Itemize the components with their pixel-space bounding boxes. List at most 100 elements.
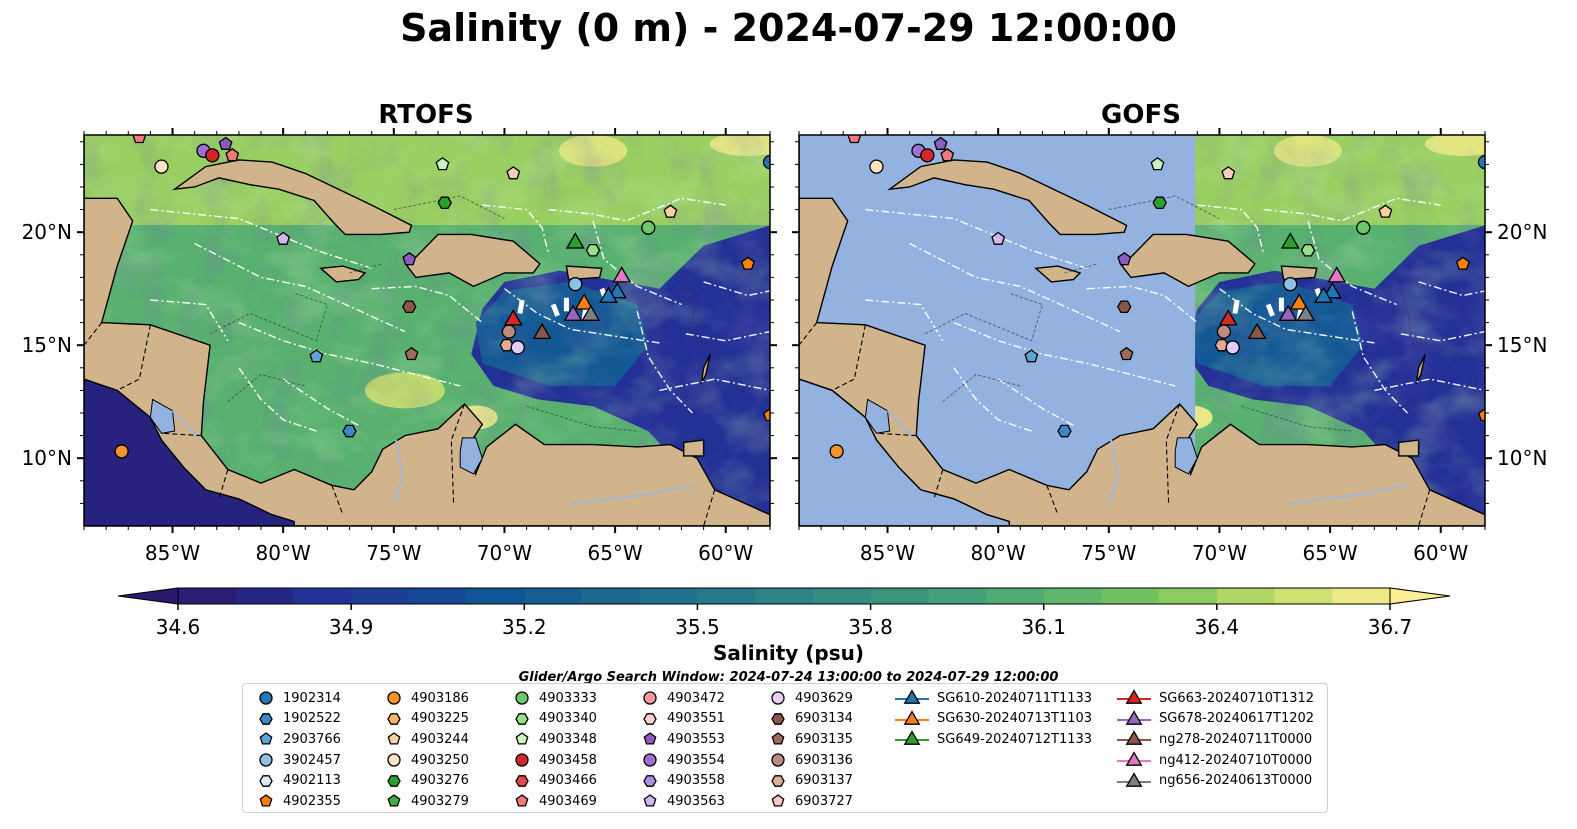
legend-column: SG610-20240711T1133 SG630-20240713T1103 SG… bbox=[895, 688, 1092, 750]
legend-marker-icon bbox=[259, 753, 273, 767]
legend-item: SG678-20240617T1202 bbox=[1117, 709, 1314, 730]
legend-item: 3902457 bbox=[257, 750, 341, 771]
float-marker bbox=[763, 408, 770, 422]
legend-marker-icon bbox=[515, 732, 529, 746]
float-marker bbox=[510, 340, 525, 355]
legend-marker-icon bbox=[515, 753, 529, 767]
legend-item: 4903466 bbox=[513, 770, 597, 791]
legend-marker-icon bbox=[895, 689, 929, 705]
legend-marker-icon bbox=[771, 753, 785, 767]
legend-item: 4903554 bbox=[641, 750, 725, 771]
float-marker bbox=[1216, 324, 1232, 339]
figure-title: Salinity (0 m) - 2024-07-29 12:00:00 bbox=[400, 6, 1177, 50]
colorbar-bin bbox=[178, 588, 237, 604]
colorbar-tick-label: 35.2 bbox=[502, 615, 547, 639]
lon-tick-label: 65°W bbox=[1302, 541, 1357, 565]
legend-item: 4903333 bbox=[513, 688, 597, 709]
colorbar-bin bbox=[408, 588, 468, 604]
float-marker bbox=[1117, 251, 1132, 266]
legend-marker-icon bbox=[387, 713, 401, 725]
legend-item-label: 4903551 bbox=[667, 711, 725, 727]
legend-item: 4903340 bbox=[513, 709, 597, 730]
map-frame bbox=[798, 134, 1486, 527]
legend-item: 4902113 bbox=[257, 770, 341, 791]
colorbar-bin bbox=[1332, 588, 1391, 604]
legend-item-label: SG610-20240711T1133 bbox=[937, 690, 1093, 706]
legend-item: 4903458 bbox=[513, 750, 597, 771]
map-frame bbox=[83, 134, 771, 527]
legend-item-label: 6903134 bbox=[795, 711, 853, 727]
legend-item-label: SG663-20240710T1312 bbox=[1159, 690, 1315, 706]
legend-title: Glider/Argo Search Window: 2024-07-24 13… bbox=[518, 670, 1059, 685]
legend-item: 6903135 bbox=[769, 729, 853, 750]
legend-marker-icon bbox=[1117, 771, 1151, 787]
lon-tick-label: 80°W bbox=[256, 541, 311, 565]
lon-tick-label: 75°W bbox=[366, 541, 421, 565]
legend-marker-icon bbox=[643, 732, 657, 746]
land-jamaica bbox=[319, 265, 367, 283]
lon-tick-label: 70°W bbox=[477, 541, 532, 565]
legend-marker-icon bbox=[895, 710, 929, 725]
float-marker bbox=[1300, 243, 1316, 257]
colorbar-tick-label: 34.6 bbox=[156, 615, 201, 639]
colorbar-extend-high bbox=[1389, 587, 1451, 605]
glider-marker bbox=[563, 304, 583, 321]
legend-marker-icon bbox=[259, 732, 273, 746]
lon-tick-label: 75°W bbox=[1081, 541, 1136, 565]
legend-marker-icon bbox=[1117, 689, 1151, 705]
float-marker bbox=[506, 166, 521, 180]
float-marker bbox=[402, 251, 417, 266]
legend-item-label: 6903136 bbox=[795, 752, 853, 768]
float-marker bbox=[829, 444, 844, 459]
colorbar-bin bbox=[1274, 588, 1333, 604]
legend-marker-icon bbox=[387, 691, 401, 705]
legend-item: 4903348 bbox=[513, 729, 597, 750]
colorbar-bin bbox=[639, 588, 699, 604]
lat-tick-label: 15°N bbox=[1497, 333, 1547, 357]
glider-marker bbox=[1327, 266, 1347, 283]
legend-item-label: 2903766 bbox=[283, 731, 341, 747]
land-greater bbox=[700, 353, 711, 384]
float-marker bbox=[641, 220, 656, 235]
colorbar-bin bbox=[870, 588, 929, 604]
legend-item-label: 4903458 bbox=[539, 752, 597, 768]
legend-item-label: 4903472 bbox=[667, 690, 725, 706]
colorbar-bin bbox=[697, 588, 756, 604]
legend-item-label: 4903558 bbox=[667, 773, 725, 789]
legend-marker-icon bbox=[771, 691, 785, 705]
colorbar-bin bbox=[986, 588, 1045, 604]
legend-marker-icon bbox=[771, 774, 785, 787]
legend-item: SG649-20240712T1133 bbox=[895, 729, 1092, 750]
float-marker bbox=[437, 196, 452, 210]
legend-item-label: 4903340 bbox=[539, 711, 597, 727]
float-marker bbox=[1057, 424, 1072, 438]
legend-item-label: 1902314 bbox=[283, 690, 341, 706]
legend-column: 4903333 4903340 4903348 4903458 4903466 49034… bbox=[513, 688, 597, 812]
float-marker bbox=[1119, 346, 1134, 361]
land-trinidad bbox=[683, 439, 705, 457]
colorbar-extend-low bbox=[117, 587, 179, 605]
legend-item: 1902522 bbox=[257, 709, 341, 730]
legend-marker-icon bbox=[515, 794, 529, 807]
colorbar-bin bbox=[466, 588, 525, 604]
colorbar: 34.6 34.9 35.2 35.5 35.8 36.1 36.4 36.7 bbox=[117, 587, 1451, 639]
colorbar-tick-label: 36.7 bbox=[1368, 615, 1413, 639]
legend-item: 4903244 bbox=[385, 729, 469, 750]
legend-item: 4903472 bbox=[641, 688, 725, 709]
legend-item-label: 4903466 bbox=[539, 773, 597, 789]
colorbar-bin bbox=[928, 588, 987, 604]
legend-item-label: 4903554 bbox=[667, 752, 725, 768]
float-marker bbox=[404, 346, 419, 361]
lon-tick-label: 70°W bbox=[1192, 541, 1247, 565]
legend-item: 6903727 bbox=[769, 791, 853, 812]
float-marker bbox=[991, 231, 1006, 245]
lon-tick-label: 65°W bbox=[587, 541, 642, 565]
colorbar-bin bbox=[812, 588, 872, 604]
float-marker bbox=[1455, 256, 1470, 270]
legend-item-label: ng412-20240710T0000 bbox=[1159, 752, 1313, 768]
glider-marker bbox=[1313, 286, 1333, 303]
legend-item: 6903134 bbox=[769, 709, 853, 730]
legend-item: 4902355 bbox=[257, 791, 341, 812]
legend-item: 4903629 bbox=[769, 688, 853, 709]
float-marker bbox=[869, 159, 884, 174]
